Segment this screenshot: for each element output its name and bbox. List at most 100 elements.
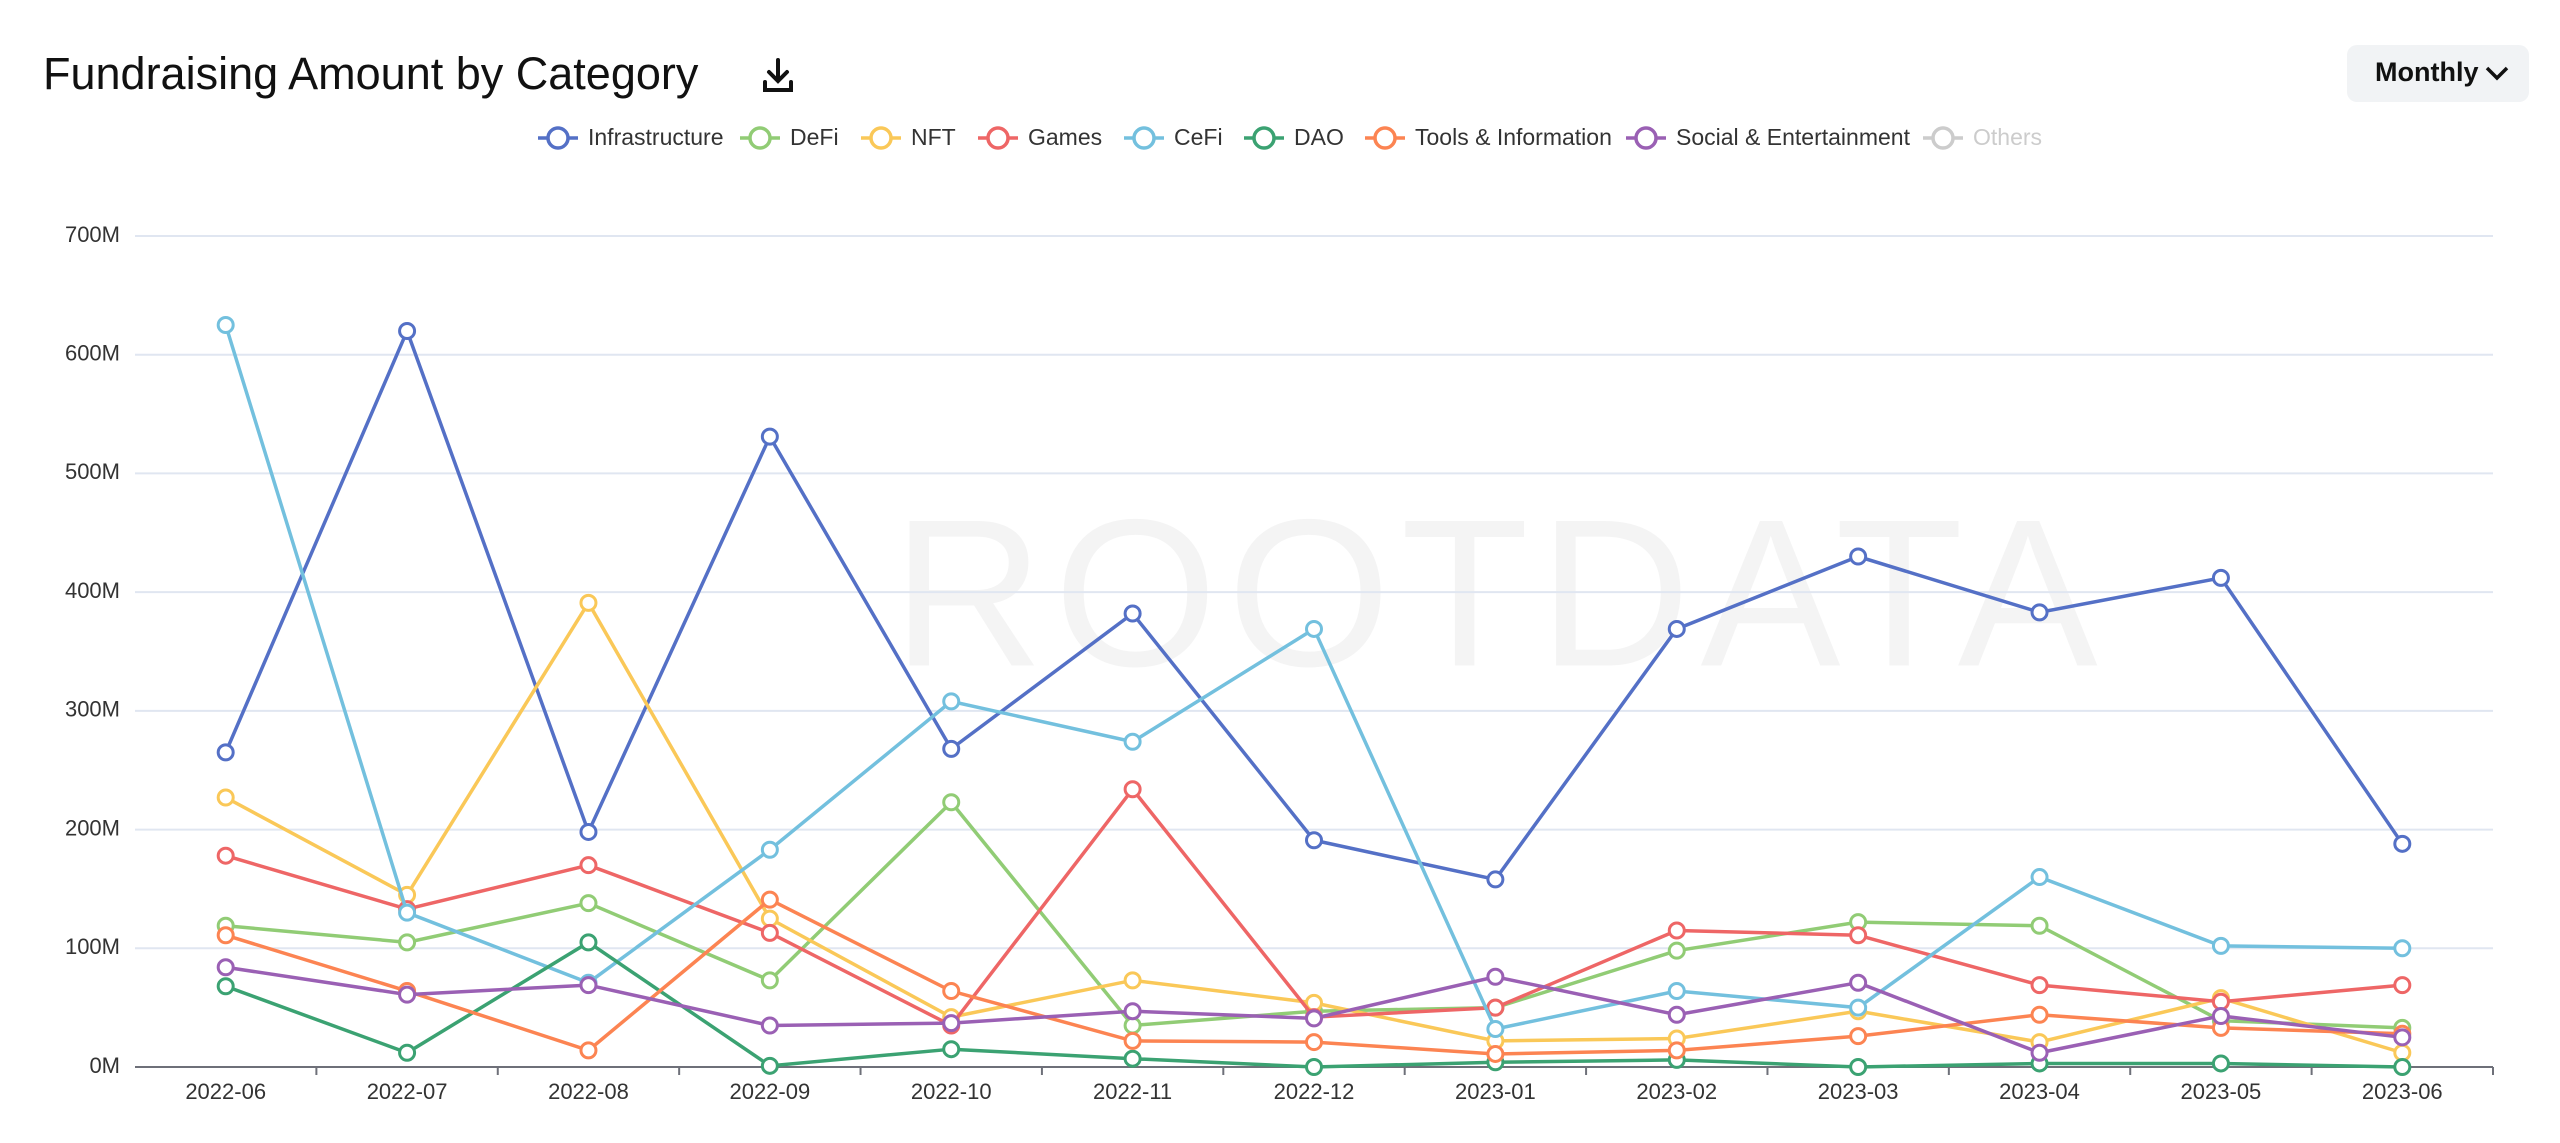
x-tick-label: 2023-01 [1455,1079,1536,1104]
series-line [225,897,2403,1056]
data-point [2393,939,2412,958]
x-tick-label: 2023-03 [1818,1079,1899,1104]
y-tick-label: 600M [65,341,120,366]
legend-marker [1931,126,1955,150]
data-point [579,1041,598,1060]
data-point [398,933,417,952]
data-point [760,923,779,942]
legend-label[interactable]: Infrastructure [588,124,724,150]
data-point [942,692,961,711]
data-point [2211,1054,2230,1073]
legend-label[interactable]: Social & Entertainment [1676,124,1911,150]
legend-marker [1252,126,1276,150]
data-point [1123,1049,1142,1068]
data-point [398,1043,417,1062]
data-point [942,739,961,758]
data-point [1305,1058,1323,1076]
data-point [216,977,235,996]
data-point [760,1016,779,1035]
legend-label[interactable]: Games [1028,124,1102,150]
data-point [1305,619,1323,638]
data-point [2211,1006,2230,1025]
data-point [1849,926,1868,945]
data-point [1667,921,1686,940]
data-point [1486,870,1505,889]
data-point [1849,1058,1868,1076]
data-point [1667,941,1686,960]
data-point [1486,967,1505,986]
data-point [760,890,779,909]
x-tick-label: 2022-06 [185,1079,266,1104]
x-tick-label: 2023-06 [2362,1079,2443,1104]
download-icon[interactable] [763,58,793,92]
data-point [216,958,235,977]
data-point [579,976,598,995]
data-point [1123,1002,1142,1021]
data-point [2030,976,2049,995]
data-point [1123,604,1142,623]
x-tick-label: 2022-12 [1274,1079,1355,1104]
data-point [1849,1027,1868,1046]
data-point [579,856,598,875]
legend-label[interactable]: DeFi [790,124,839,150]
data-point [1667,1005,1686,1024]
legend-marker [1132,126,1156,150]
data-point [1305,1009,1323,1028]
data-point [216,846,235,865]
data-point [2030,603,2049,622]
legend-marker [1373,126,1397,150]
series-line [225,786,2403,1028]
data-point [579,593,598,612]
data-point [398,985,417,1004]
data-point [1123,780,1142,799]
x-tick-label: 2022-09 [729,1079,810,1104]
data-point [1849,547,1868,566]
y-tick-label: 100M [65,934,120,959]
y-tick-label: 500M [65,459,120,484]
y-tick-label: 200M [65,815,120,840]
legend-marker [546,126,570,150]
x-tick-label: 2022-07 [367,1079,448,1104]
data-point [760,1056,779,1075]
chart-title: Fundraising Amount by Category [43,48,699,99]
legend-label[interactable]: NFT [911,124,956,150]
data-point [1849,973,1868,992]
data-point [1123,1031,1142,1050]
data-point [1123,732,1142,751]
data-point [760,427,779,446]
data-point [1667,982,1686,1001]
data-point [1123,971,1142,990]
data-point [1486,1044,1505,1063]
legend-label[interactable]: Others [1973,124,2042,150]
data-point [760,971,779,990]
data-point [760,840,779,859]
data-point [2030,868,2049,887]
data-point [1305,1033,1323,1052]
legend-label[interactable]: DAO [1294,124,1344,150]
data-point [398,903,417,922]
period-label[interactable]: Monthly [2375,57,2478,87]
data-point [216,316,235,335]
data-point [2030,1043,2049,1062]
dropdown-arrow [2485,66,2509,81]
legend-label[interactable]: Tools & Information [1415,124,1612,150]
period-button[interactable] [2347,45,2529,102]
data-point [2030,916,2049,935]
data-point [216,788,235,807]
y-tick-label: 0M [89,1053,120,1078]
data-point [579,894,598,913]
data-point [942,982,961,1001]
data-point [1667,619,1686,638]
data-point [1667,1041,1686,1060]
data-point [398,321,417,340]
legend-marker [1634,126,1658,150]
x-tick-label: 2022-11 [1093,1079,1172,1104]
data-point [2211,936,2230,955]
data-point [942,1040,961,1059]
data-point [942,793,961,812]
legend-marker [869,126,893,150]
legend-label[interactable]: CeFi [1174,124,1223,150]
x-tick-label: 2023-04 [1999,1079,2080,1104]
